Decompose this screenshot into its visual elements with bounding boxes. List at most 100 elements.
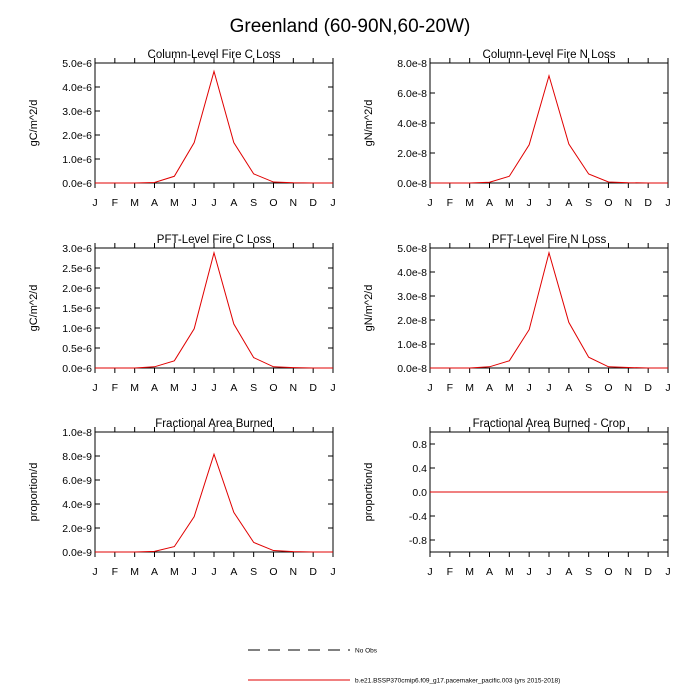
x-tick-label: A [565, 197, 572, 209]
x-tick-label: A [230, 197, 237, 209]
chart-panel-2: Column-Level Fire N Loss gN/m^2/d 0.0e-8 2.… [363, 49, 671, 209]
chart-title: PFT-Level Fire N Loss [492, 234, 607, 246]
y-tick-label: -0.4 [409, 511, 427, 523]
x-tick-label: M [505, 382, 514, 394]
x-tick-label: J [665, 382, 670, 394]
plot-frame [94, 62, 334, 184]
x-tick-label: S [250, 382, 257, 394]
y-tick-label: 6.0e-9 [62, 475, 92, 487]
series-line [430, 250, 668, 369]
x-tick-label: N [625, 382, 633, 394]
x-tick-label: F [112, 566, 118, 578]
y-axis-label: gN/m^2/d [363, 285, 375, 332]
y-tick-label: 5.0e-6 [62, 58, 92, 70]
y-tick-label: 1.0e-8 [397, 339, 427, 351]
y-tick-label: 2.0e-8 [397, 148, 427, 160]
x-tick-label: A [486, 382, 493, 394]
x-tick-label: M [130, 382, 139, 394]
x-tick-label: D [309, 566, 317, 578]
y-axis-label: gC/m^2/d [28, 285, 40, 332]
y-tick-label: 4.0e-9 [62, 499, 92, 511]
y-tick-label: 0.0 [412, 487, 427, 499]
y-tick-label: 0.4 [412, 463, 427, 475]
x-tick-label: D [309, 197, 317, 209]
x-tick-label: J [665, 566, 670, 578]
x-tick-label: N [625, 566, 633, 578]
y-axis-label: gC/m^2/d [28, 100, 40, 147]
x-tick-label: O [269, 382, 277, 394]
chart-title: Column-Level Fire C Loss [148, 49, 281, 61]
series-line [430, 73, 668, 184]
chart-panel-3: PFT-Level Fire C Loss gC/m^2/d 0.0e-6 0.5e-… [28, 234, 336, 394]
x-tick-label: J [665, 197, 670, 209]
y-tick-label: 0.0e-6 [62, 363, 92, 375]
x-tick-label: A [151, 566, 158, 578]
x-tick-label: M [465, 197, 474, 209]
x-tick-label: N [290, 197, 298, 209]
x-tick-label: J [427, 566, 432, 578]
y-tick-label: 4.0e-6 [62, 82, 92, 94]
y-tick-label: 6.0e-8 [397, 88, 427, 100]
y-tick-label: 1.0e-6 [62, 154, 92, 166]
y-tick-label: 2.0e-9 [62, 523, 92, 535]
y-tick-label: 1.5e-6 [62, 303, 92, 315]
legend: No Obs b.e21.BSSP370cmip6.f09_g17.pacema… [248, 648, 560, 685]
x-tick-label: A [486, 566, 493, 578]
x-tick-label: J [192, 197, 197, 209]
x-tick-label: O [604, 197, 612, 209]
x-tick-label: F [447, 566, 453, 578]
x-tick-label: D [644, 382, 652, 394]
x-tick-label: A [151, 382, 158, 394]
x-tick-label: M [170, 382, 179, 394]
x-tick-label: A [151, 197, 158, 209]
panels: Column-Level Fire C Loss gC/m^2/d 0.0e-6 1.… [28, 49, 671, 578]
x-tick-label: M [170, 566, 179, 578]
x-tick-label: F [447, 382, 453, 394]
x-tick-label: J [92, 566, 97, 578]
x-tick-label: M [130, 197, 139, 209]
x-tick-label: S [585, 382, 592, 394]
x-tick-label: J [330, 566, 335, 578]
x-tick-label: N [290, 382, 298, 394]
y-axis-label: proportion/d [363, 463, 375, 522]
x-tick-label: J [330, 382, 335, 394]
x-tick-label: M [465, 566, 474, 578]
x-tick-label: J [527, 566, 532, 578]
x-tick-label: M [505, 566, 514, 578]
x-tick-label: J [92, 197, 97, 209]
x-tick-label: F [112, 197, 118, 209]
x-tick-label: J [211, 566, 216, 578]
x-tick-label: M [130, 566, 139, 578]
y-tick-label: 2.0e-8 [397, 315, 427, 327]
legend-obs-label: No Obs [355, 648, 378, 655]
x-tick-label: J [527, 382, 532, 394]
x-tick-label: J [546, 566, 551, 578]
y-tick-label: 0.0e-9 [62, 547, 92, 559]
chart-panel-5: Fractional Area Burned proportion/d 0.0e-9… [28, 418, 336, 578]
y-axis-label: gN/m^2/d [363, 100, 375, 147]
plot-frame [94, 431, 334, 553]
chart-panel-6: Fractional Area Burned - Crop proportion/… [363, 418, 671, 578]
y-tick-label: 2.5e-6 [62, 263, 92, 275]
x-tick-label: O [269, 566, 277, 578]
y-tick-label: 3.0e-6 [62, 106, 92, 118]
x-tick-label: A [486, 197, 493, 209]
x-tick-label: O [604, 382, 612, 394]
x-tick-label: N [290, 566, 298, 578]
x-tick-label: D [644, 197, 652, 209]
x-tick-label: J [211, 197, 216, 209]
x-tick-label: D [644, 566, 652, 578]
series-line [95, 250, 333, 369]
x-tick-label: A [565, 382, 572, 394]
chart-title: Fractional Area Burned [155, 418, 273, 430]
y-tick-label: 4.0e-8 [397, 267, 427, 279]
x-tick-label: F [447, 197, 453, 209]
x-tick-label: F [112, 382, 118, 394]
x-tick-label: J [192, 382, 197, 394]
plot-frame [94, 247, 334, 369]
x-tick-label: O [604, 566, 612, 578]
legend-model-label: b.e21.BSSP370cmip6.f09_g17.pacemaker_pac… [355, 678, 560, 685]
x-tick-label: J [192, 566, 197, 578]
x-tick-label: J [330, 197, 335, 209]
y-tick-label: 1.0e-6 [62, 323, 92, 335]
